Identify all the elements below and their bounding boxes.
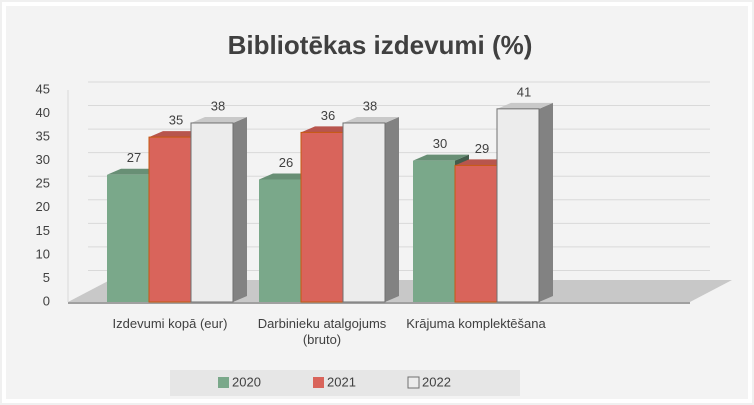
- y-tick-label: 5: [43, 270, 50, 285]
- data-label: 38: [211, 98, 225, 113]
- x-tick-label: Izdevumi kopā (eur): [112, 316, 228, 331]
- bar-face: [454, 164, 498, 303]
- data-label: 41: [517, 84, 531, 99]
- bar-face: [148, 136, 192, 303]
- y-tick-label: 0: [43, 293, 50, 308]
- bar-face: [191, 116, 247, 123]
- data-label: 30: [433, 136, 447, 151]
- bar-face: [107, 174, 149, 302]
- legend-swatch: [407, 376, 420, 389]
- y-tick-label: 35: [36, 129, 50, 144]
- legend-label: 2020: [232, 374, 261, 389]
- y-tick-label: 30: [36, 152, 50, 167]
- x-tick-label: Krājuma komplektēšana: [406, 316, 546, 331]
- legend-swatch: [218, 377, 229, 388]
- legend-label: 2021: [327, 374, 356, 389]
- bar: [342, 116, 399, 303]
- bar-face: [539, 102, 553, 302]
- bar-face: [343, 116, 399, 123]
- bar-face: [496, 108, 540, 303]
- bar-face: [497, 102, 553, 109]
- bar: [496, 102, 553, 303]
- x-tick-label: Darbinieku atalgojums (bruto): [257, 316, 387, 347]
- bar-face: [259, 179, 301, 302]
- y-tick-label: 10: [36, 246, 50, 261]
- chart-title: Bibliotēkas izdevumi (%): [228, 30, 533, 60]
- bar-face: [385, 116, 399, 302]
- y-tick-label: 20: [36, 199, 50, 214]
- bar-face: [342, 122, 386, 303]
- bar-face: [413, 160, 455, 302]
- legend-label: 2022: [422, 374, 451, 389]
- data-label: 36: [321, 108, 335, 123]
- data-label: 35: [169, 113, 183, 128]
- data-label: 29: [475, 141, 489, 156]
- bar-face: [233, 116, 247, 302]
- data-label: 26: [279, 155, 293, 170]
- y-tick-label: 45: [36, 81, 50, 96]
- bar-face: [413, 154, 469, 161]
- data-label: 27: [127, 150, 141, 165]
- data-label: 38: [363, 98, 377, 113]
- bar-face: [190, 122, 234, 303]
- y-tick-label: 25: [36, 176, 50, 191]
- bar-face: [300, 131, 344, 303]
- legend-swatch: [313, 377, 324, 388]
- y-tick-label: 40: [36, 105, 50, 120]
- bar: [190, 116, 247, 303]
- y-tick-label: 15: [36, 223, 50, 238]
